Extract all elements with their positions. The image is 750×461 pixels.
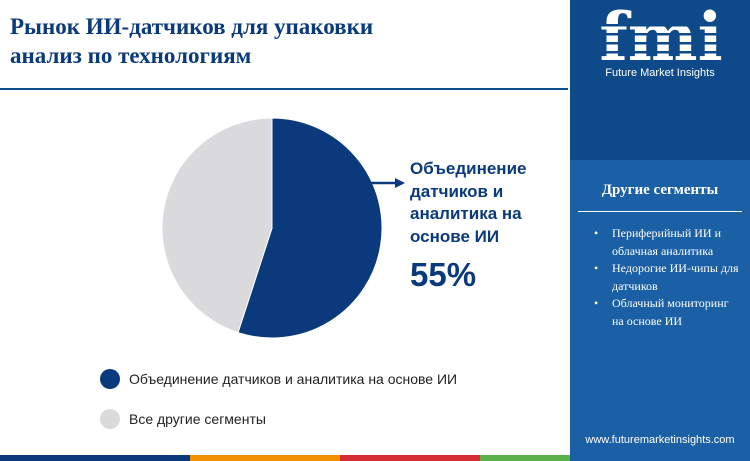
stripe-orange <box>190 455 340 461</box>
fmi-logo-icon: fmi <box>591 4 731 68</box>
chart-legend: Объединение датчиков и аналитика на осно… <box>100 368 457 448</box>
other-segments-list: Периферийный ИИ и облачная аналитика Нед… <box>592 225 742 330</box>
legend-item-other: Все другие сегменты <box>100 408 457 430</box>
stripe-blue <box>0 455 190 461</box>
website-link[interactable]: www.futuremarketinsights.com <box>585 434 735 446</box>
pie-chart <box>161 117 383 339</box>
pie-slice-1 <box>161 117 273 334</box>
arrow-right-icon <box>369 178 405 188</box>
callout-label: Объединение датчиков и аналитика на осно… <box>410 158 560 248</box>
list-item: Периферийный ИИ и облачная аналитика <box>592 225 742 260</box>
callout-line-2: датчиков и <box>410 181 504 201</box>
legend-label: Объединение датчиков и аналитика на осно… <box>129 371 458 387</box>
stripe-green <box>480 455 570 461</box>
page-title: Рынок ИИ-датчиков для упаковки анализ по… <box>10 12 550 70</box>
list-item: Недорогие ИИ-чипы для датчиков <box>592 260 742 295</box>
stripe-red <box>340 455 480 461</box>
title-line-2: анализ по технологиям <box>10 43 252 68</box>
other-segments-title: Другие сегменты <box>601 182 719 198</box>
logo-text: fmi <box>599 4 722 68</box>
callout-line-3: аналитика на <box>410 204 522 223</box>
callout-line-4: основе ИИ <box>410 226 500 246</box>
title-line-1: Рынок ИИ-датчиков для упаковки <box>10 14 374 39</box>
pie-slice-0 <box>237 117 383 339</box>
legend-item-ai-fusion: Объединение датчиков и аналитика на осно… <box>100 368 457 390</box>
list-item: Облачный мониторинг на основе ИИ <box>592 295 742 330</box>
logo-caption: Future Market Insights <box>605 67 715 79</box>
logo-panel: fmi Future Market Insights <box>570 0 750 160</box>
legend-label: Все другие сегменты <box>129 411 266 427</box>
legend-swatch <box>100 369 120 389</box>
callout-value: 55% <box>410 256 477 293</box>
title-divider <box>0 88 568 90</box>
sidebar: fmi Future Market Insights Другие сегмен… <box>570 0 750 461</box>
callout-line-1: Объединение <box>410 159 527 178</box>
legend-swatch <box>100 409 120 429</box>
bottom-color-bar <box>0 455 570 461</box>
sidebar-divider <box>578 211 742 212</box>
